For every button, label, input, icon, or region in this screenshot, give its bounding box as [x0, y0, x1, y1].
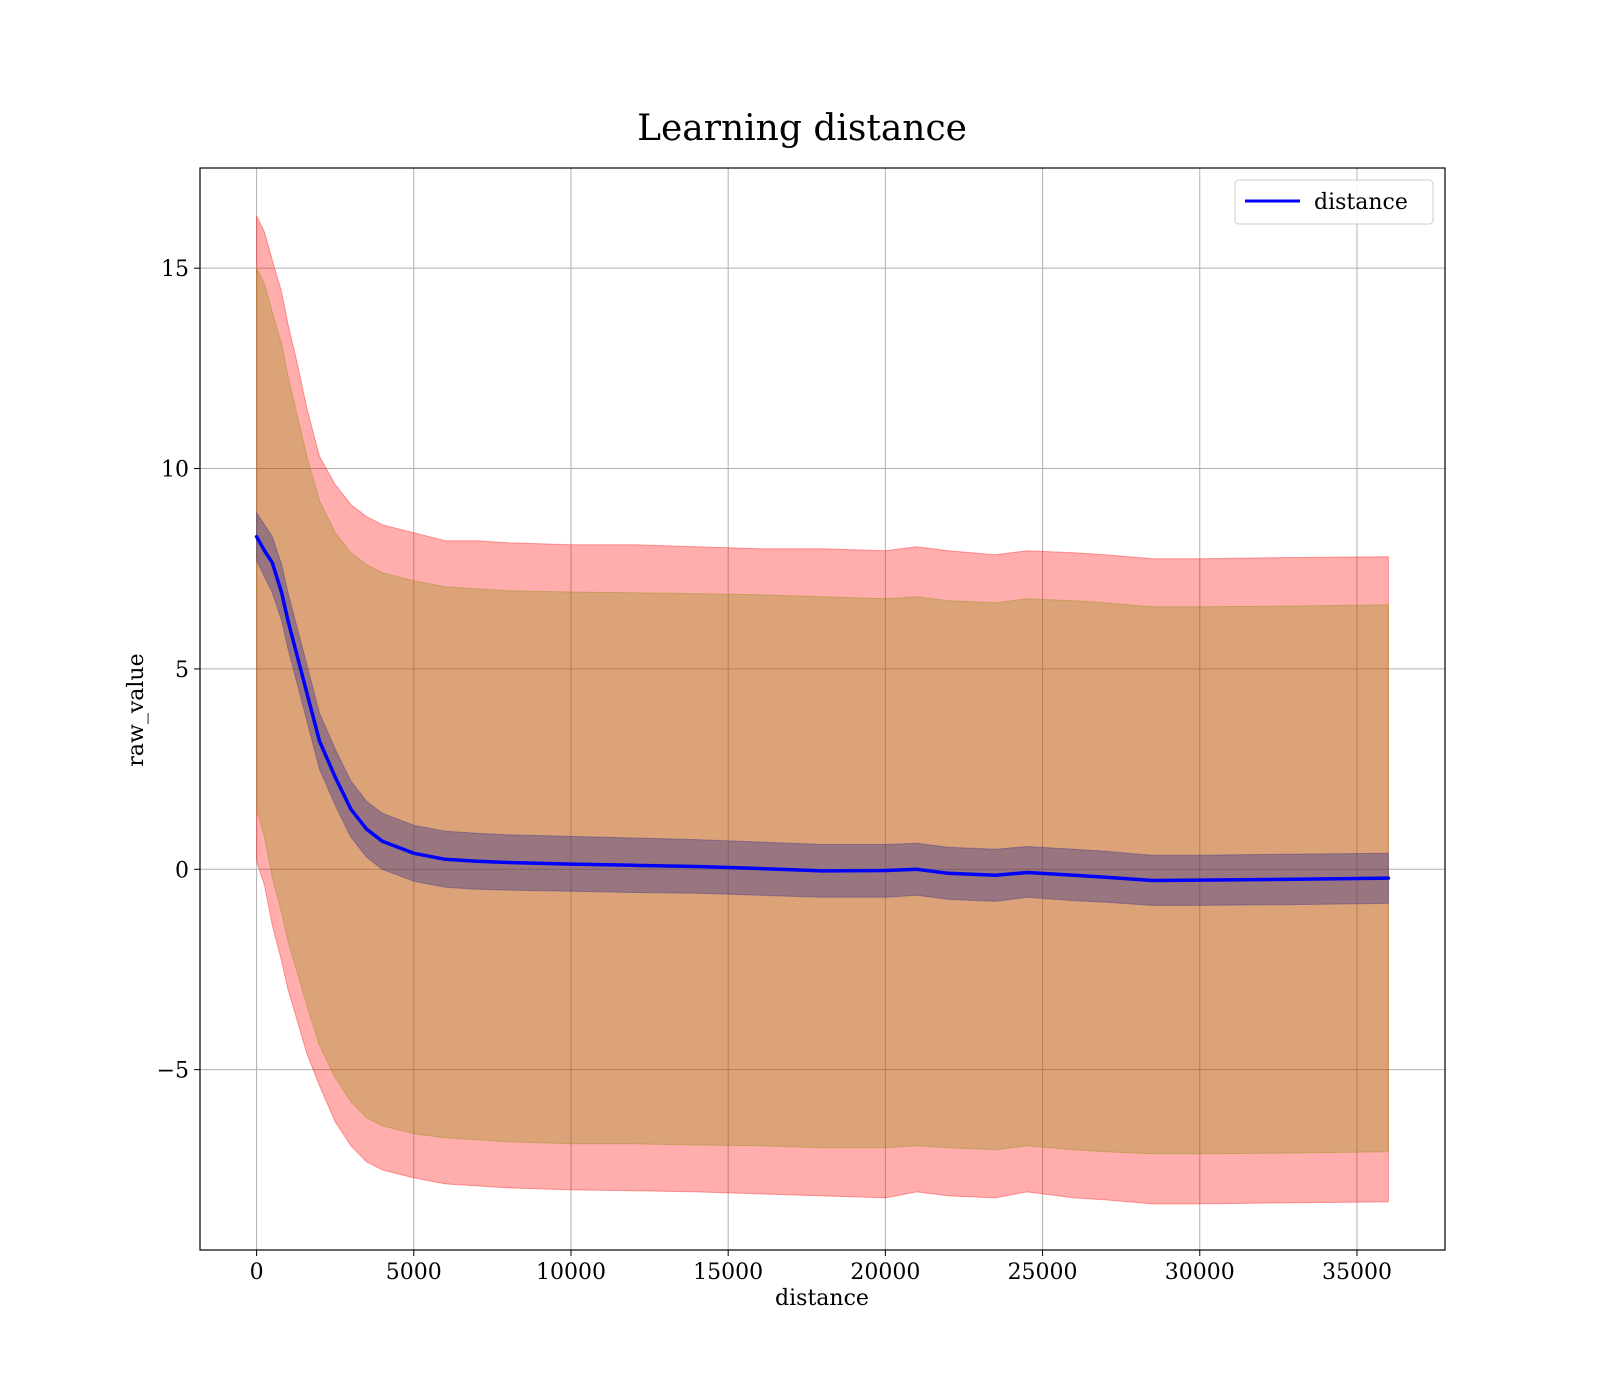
confidence-bands: [256, 215, 1389, 1205]
data-series: [254, 534, 1391, 883]
confidence-band-0: [256, 215, 1389, 1205]
y-tick-label: 15: [161, 257, 189, 282]
plot-area-frame: [199, 167, 1446, 1251]
legend-label-distance: distance: [1314, 190, 1408, 215]
y-tick-label: −5: [157, 1059, 189, 1084]
x-axis-ticks: 0 5000 10000 15000 20000 25000 30000 35000: [250, 1250, 1392, 1285]
x-axis-label: distance: [775, 1286, 869, 1311]
y-tick-label: 5: [175, 658, 189, 683]
series-line-distance: [254, 534, 1391, 883]
legend: distance: [1234, 179, 1434, 225]
y-tick-label: 0: [175, 858, 189, 883]
x-tick-label: 20000: [850, 1260, 920, 1285]
confidence-band-2: [256, 510, 1389, 906]
x-tick-label: 30000: [1165, 1260, 1235, 1285]
x-tick-label: 15000: [693, 1260, 763, 1285]
x-tick-label: 25000: [1008, 1260, 1078, 1285]
y-tick-label: 10: [161, 458, 189, 483]
x-tick-label: 10000: [536, 1260, 606, 1285]
x-tick-label: 5000: [386, 1260, 442, 1285]
x-tick-label: 0: [250, 1260, 264, 1285]
chart-title: Learning distance: [637, 108, 967, 149]
confidence-band-1: [256, 267, 1389, 1155]
x-tick-label: 35000: [1322, 1260, 1392, 1285]
y-axis-ticks: −5 0 5 10 15: [157, 257, 200, 1084]
legend-box: [1234, 179, 1434, 225]
y-axis-label: raw_value: [124, 653, 149, 766]
